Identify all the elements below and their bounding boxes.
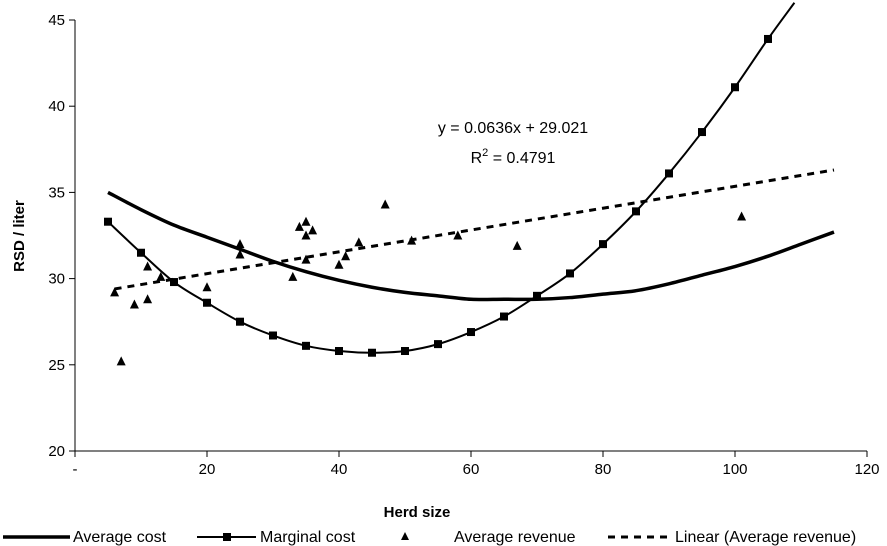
- average-revenue-point: [512, 240, 522, 250]
- x-tick-label: 100: [722, 461, 747, 478]
- marginal-cost-point: [599, 240, 607, 249]
- trendline-equation: y = 0.0636x + 29.021: [438, 120, 588, 137]
- marginal-cost-point: [104, 217, 112, 226]
- x-tick-label: -: [73, 461, 78, 478]
- average-revenue-point: [235, 239, 245, 249]
- marginal-cost-point: [731, 83, 739, 92]
- r-squared-superscript: 2: [482, 147, 488, 159]
- axes: [74, 20, 867, 452]
- series-layer: [104, 2, 835, 366]
- legend-item-average-revenue: Average revenue: [401, 529, 576, 546]
- legend-label-average-revenue: Average revenue: [454, 529, 576, 546]
- marginal-cost-point: [665, 169, 673, 178]
- average-revenue-point: [737, 211, 747, 221]
- marginal-cost-point: [401, 347, 409, 356]
- r-squared-value: = 0.4791: [488, 150, 555, 167]
- legend-marker-triangle: [401, 532, 409, 540]
- marginal-cost-point: [764, 34, 772, 43]
- marginal-cost-point: [335, 347, 343, 356]
- trendline-r-squared: R2 = 0.4791: [471, 147, 556, 167]
- y-tick-label: 25: [48, 357, 65, 374]
- average-revenue-point: [341, 251, 351, 261]
- legend-item-average-cost: Average cost: [3, 529, 167, 546]
- x-axis-title: Herd size: [384, 504, 451, 521]
- y-tick-label: 20: [48, 443, 65, 460]
- series-average-cost: [107, 190, 835, 302]
- average-revenue-point: [301, 254, 311, 264]
- x-tick-label: 80: [595, 461, 612, 478]
- y-tick-label: 30: [48, 271, 65, 288]
- marginal-cost-point: [302, 341, 310, 350]
- average-revenue-point: [380, 199, 390, 209]
- marginal-cost-point: [566, 269, 574, 278]
- average-revenue-point: [129, 299, 139, 309]
- average-revenue-point: [235, 249, 245, 259]
- average-revenue-point: [453, 230, 463, 240]
- marginal-cost-point: [269, 331, 277, 340]
- y-axis-ticks: 20 25 30 35 40 45: [48, 12, 75, 460]
- average-revenue-point: [354, 237, 364, 247]
- legend-label-marginal-cost: Marginal cost: [260, 529, 356, 546]
- average-revenue-point: [202, 282, 212, 292]
- average-cost-line: [107, 190, 835, 302]
- marginal-cost-point: [203, 298, 211, 307]
- y-axis-title: RSD / liter: [11, 200, 28, 272]
- x-tick-label: 40: [331, 461, 348, 478]
- average-revenue-point: [116, 356, 126, 366]
- linear-trend-line: [114, 168, 835, 291]
- marginal-cost-line: [107, 2, 796, 354]
- average-revenue-point: [110, 287, 120, 297]
- x-tick-label: 120: [854, 461, 879, 478]
- marginal-cost-point: [434, 340, 442, 349]
- series-linear-average-revenue: [114, 168, 835, 291]
- legend: Average cost Marginal cost Average reven…: [3, 529, 856, 546]
- y-tick-label: 40: [48, 98, 65, 115]
- series-marginal-cost: [104, 2, 796, 357]
- legend-marker-square: [223, 533, 231, 541]
- x-tick-label: 60: [463, 461, 480, 478]
- marginal-cost-point: [698, 128, 706, 137]
- average-revenue-point: [156, 271, 166, 281]
- average-revenue-point: [301, 216, 311, 226]
- average-revenue-point: [334, 259, 344, 269]
- average-revenue-point: [143, 294, 153, 304]
- y-tick-label: 35: [48, 184, 65, 201]
- marginal-cost-point: [533, 291, 541, 300]
- average-revenue-point: [301, 230, 311, 240]
- marginal-cost-point: [236, 317, 244, 326]
- average-revenue-point: [308, 225, 318, 235]
- legend-label-linear-trend: Linear (Average revenue): [675, 529, 856, 546]
- r-squared-prefix: R: [471, 150, 483, 167]
- x-axis-ticks: - 20 40 60 80 100 120: [73, 451, 880, 478]
- marginal-cost-point: [632, 207, 640, 216]
- average-revenue-point: [294, 221, 304, 231]
- x-tick-label: 20: [199, 461, 216, 478]
- marginal-cost-point: [368, 348, 376, 357]
- legend-label-average-cost: Average cost: [73, 529, 167, 546]
- y-tick-label: 45: [48, 12, 65, 29]
- series-average-revenue: [110, 199, 747, 366]
- average-revenue-point: [407, 235, 417, 245]
- marginal-cost-point: [170, 278, 178, 287]
- legend-item-linear-trend: Linear (Average revenue): [608, 529, 856, 546]
- marginal-cost-point: [137, 248, 145, 257]
- average-revenue-point: [143, 261, 153, 271]
- marginal-cost-point: [500, 312, 508, 321]
- average-revenue-point: [288, 271, 298, 281]
- legend-item-marginal-cost: Marginal cost: [197, 529, 356, 546]
- marginal-cost-point: [467, 328, 475, 337]
